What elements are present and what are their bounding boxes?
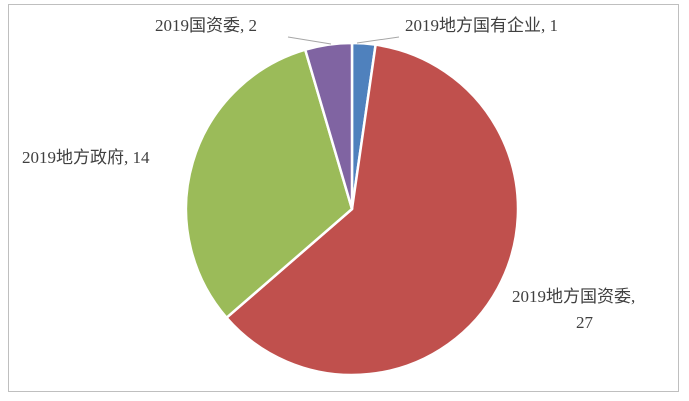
pie-slice-1: [225, 43, 520, 377]
leader-line-3: [287, 36, 332, 45]
data-label-2: 2019地方政府, 14: [22, 148, 150, 167]
pie-slice-2: [184, 48, 354, 319]
leader-line-0: [356, 36, 400, 44]
data-label-3: 2019国资委, 2: [155, 16, 257, 35]
data-label-1: 2019地方国资委, 27: [512, 287, 635, 332]
pie-slice-3: [303, 41, 354, 211]
data-label-0: 2019地方国有企业, 1: [405, 16, 558, 35]
